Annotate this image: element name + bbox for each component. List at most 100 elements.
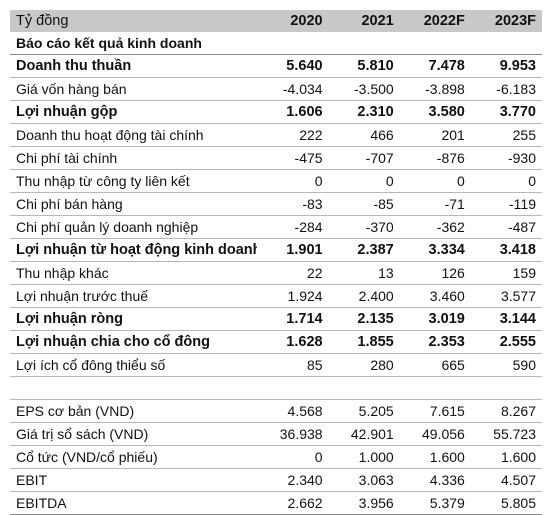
row-value: 201 — [399, 123, 471, 147]
row-label: Cổ tức (VND/cổ phiếu) — [10, 445, 258, 469]
row-value: 0 — [257, 169, 329, 193]
row-value: 222 — [257, 123, 329, 147]
row-label: Doanh thu hoạt động tài chính — [10, 123, 258, 147]
row-value: 126 — [399, 261, 471, 285]
row-value: 3.956 — [328, 491, 400, 515]
row-label: Lợi nhuận gộp — [10, 100, 258, 124]
row-label: Lợi nhuận ròng — [10, 307, 258, 331]
row-label: Doanh thu thuần — [10, 54, 258, 78]
row-value: 159 — [470, 261, 542, 285]
row-value: 3.063 — [328, 468, 400, 492]
row-value: 0 — [399, 169, 471, 193]
row-value: 2.135 — [328, 307, 400, 331]
row-label: Lợi ích cổ đông thiểu số — [10, 353, 258, 377]
row-label: EBIT — [10, 468, 258, 492]
row-value: 5.810 — [328, 54, 400, 78]
row-value: 7.478 — [399, 54, 471, 78]
table-row: Lợi nhuận gộp 1.606 2.310 3.580 3.770 — [10, 100, 542, 124]
row-value: 466 — [328, 123, 400, 147]
row-value: -707 — [328, 146, 400, 170]
table-row: Lợi nhuận chia cho cổ đông 1.628 1.855 2.35… — [10, 330, 542, 354]
row-value: 2.353 — [399, 330, 471, 354]
row-value: 0 — [257, 445, 329, 469]
row-label: Lợi nhuận từ hoạt động kinh doanh — [10, 238, 258, 262]
spacer-row — [10, 376, 542, 400]
row-label: EPS cơ bản (VND) — [10, 399, 258, 423]
row-value: -119 — [470, 192, 542, 216]
header-row: Tỷ đồng 2020 2021 2022F 2023F — [10, 10, 542, 32]
row-value: 85 — [257, 353, 329, 377]
row-value: 1.000 — [328, 445, 400, 469]
row-value: -930 — [470, 146, 542, 170]
row-value: 55.723 — [470, 422, 542, 446]
row-value: 1.600 — [470, 445, 542, 469]
row-value: 22 — [257, 261, 329, 285]
row-value: 1.901 — [257, 238, 329, 262]
row-label: Chi phí quản lý doanh nghiệp — [10, 215, 258, 239]
row-value: 7.615 — [399, 399, 471, 423]
row-label: Giá trị sổ sách (VND) — [10, 422, 258, 446]
row-value: 3.144 — [470, 307, 542, 331]
row-value: 3.334 — [399, 238, 471, 262]
table-row: Thu nhập từ công ty liên kết 0 0 0 0 — [10, 169, 542, 193]
row-value: 2.555 — [470, 330, 542, 354]
row-value: 42.901 — [328, 422, 400, 446]
row-value: -284 — [257, 215, 329, 239]
table-row: EBIT 2.340 3.063 4.336 4.507 — [10, 468, 542, 492]
row-label: Lợi nhuận trước thuế — [10, 284, 258, 308]
row-value: 3.770 — [470, 100, 542, 124]
unit-label: Tỷ đồng — [10, 10, 258, 32]
row-value: 5.805 — [470, 491, 542, 515]
year-header: 2021 — [328, 10, 400, 32]
year-header: 2022F — [399, 10, 471, 32]
row-value: 13 — [328, 261, 400, 285]
row-label: Thu nhập từ công ty liên kết — [10, 169, 258, 193]
year-header: 2020 — [257, 10, 329, 32]
row-value: 665 — [399, 353, 471, 377]
row-value: 1.606 — [257, 100, 329, 124]
table-row: Doanh thu thuần 5.640 5.810 7.478 9.953 — [10, 54, 542, 78]
table-row: Chi phí tài chính -475 -707 -876 -930 — [10, 146, 542, 170]
row-label: Thu nhập khác — [10, 261, 258, 285]
table-row: Giá trị sổ sách (VND) 36.938 42.901 49.056 5… — [10, 422, 542, 446]
table-row: Chi phí quản lý doanh nghiệp -284 -370 -362… — [10, 215, 542, 239]
row-value: -4.034 — [257, 77, 329, 101]
row-value: -370 — [328, 215, 400, 239]
row-value: 2.387 — [328, 238, 400, 262]
row-value: 1.855 — [328, 330, 400, 354]
row-value: 1.924 — [257, 284, 329, 308]
row-value: -85 — [328, 192, 400, 216]
row-label: Chi phí tài chính — [10, 146, 258, 170]
table-row: Lợi nhuận từ hoạt động kinh doanh 1.901 2.… — [10, 238, 542, 262]
row-value: 1.628 — [257, 330, 329, 354]
table-row: Doanh thu hoạt động tài chính 222 466 201 25… — [10, 123, 542, 147]
table-row: Giá vốn hàng bán -4.034 -3.500 -3.898 -6.183 — [10, 77, 542, 101]
row-value: 2.400 — [328, 284, 400, 308]
row-value: 5.379 — [399, 491, 471, 515]
table-row: EPS cơ bản (VND) 4.568 5.205 7.615 8.267 — [10, 399, 542, 423]
row-value: 3.019 — [399, 307, 471, 331]
row-value: 4.507 — [470, 468, 542, 492]
row-label: EBITDA — [10, 491, 258, 515]
row-value: 4.336 — [399, 468, 471, 492]
section-row: Báo cáo kết quả kinh doanh — [10, 32, 542, 55]
table-row: Chi phí bán hàng -83 -85 -71 -119 — [10, 192, 542, 216]
table-row: Thu nhập khác 22 13 126 159 — [10, 261, 542, 285]
row-value: 255 — [470, 123, 542, 147]
row-value: 2.662 — [257, 491, 329, 515]
financial-table: Tỷ đồng 2020 2021 2022F 2023F Báo cáo kế… — [10, 10, 542, 515]
row-value: 5.640 — [257, 54, 329, 78]
row-label: Giá vốn hàng bán — [10, 77, 258, 101]
row-value: 4.568 — [257, 399, 329, 423]
row-value: 3.460 — [399, 284, 471, 308]
row-value: -3.500 — [328, 77, 400, 101]
year-header: 2023F — [470, 10, 542, 32]
row-value: 3.577 — [470, 284, 542, 308]
row-value: 8.267 — [470, 399, 542, 423]
row-value: 49.056 — [399, 422, 471, 446]
row-label: Lợi nhuận chia cho cổ đông — [10, 330, 258, 354]
row-value: 0 — [470, 169, 542, 193]
row-label: Chi phí bán hàng — [10, 192, 258, 216]
row-value: -487 — [470, 215, 542, 239]
row-value: -362 — [399, 215, 471, 239]
